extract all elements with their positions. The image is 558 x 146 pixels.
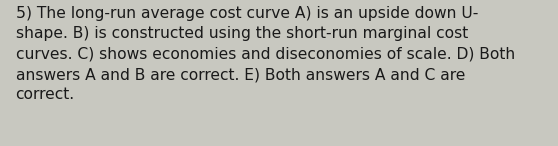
Text: 5) The long-run average cost curve A) is an upside down U-
shape. B) is construc: 5) The long-run average cost curve A) is… [16,6,515,102]
